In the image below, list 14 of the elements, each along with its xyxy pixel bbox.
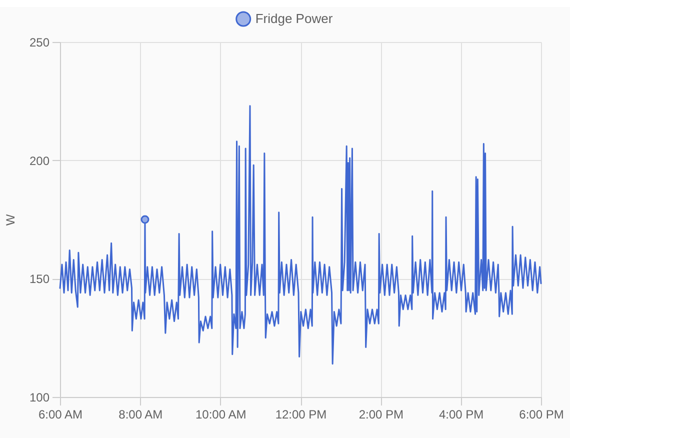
legend-label: Fridge Power (255, 11, 334, 26)
y-tick-label: 200 (29, 154, 50, 168)
y-tick-label: 150 (29, 272, 50, 286)
x-tick-label: 10:00 AM (195, 408, 246, 422)
y-tick-label: 250 (29, 36, 50, 50)
x-tick-label: 12:00 PM (275, 408, 327, 422)
line-series (59, 105, 542, 365)
x-tick-label: 2:00 PM (358, 408, 404, 422)
y-tick-label: 100 (29, 390, 50, 404)
x-tick-label: 6:00 AM (38, 408, 83, 422)
y-axis-title: W (3, 214, 18, 226)
x-tick-label: 8:00 AM (118, 408, 163, 422)
x-tick-label: 6:00 PM (519, 408, 564, 422)
x-tick-label: 4:00 PM (438, 408, 484, 422)
